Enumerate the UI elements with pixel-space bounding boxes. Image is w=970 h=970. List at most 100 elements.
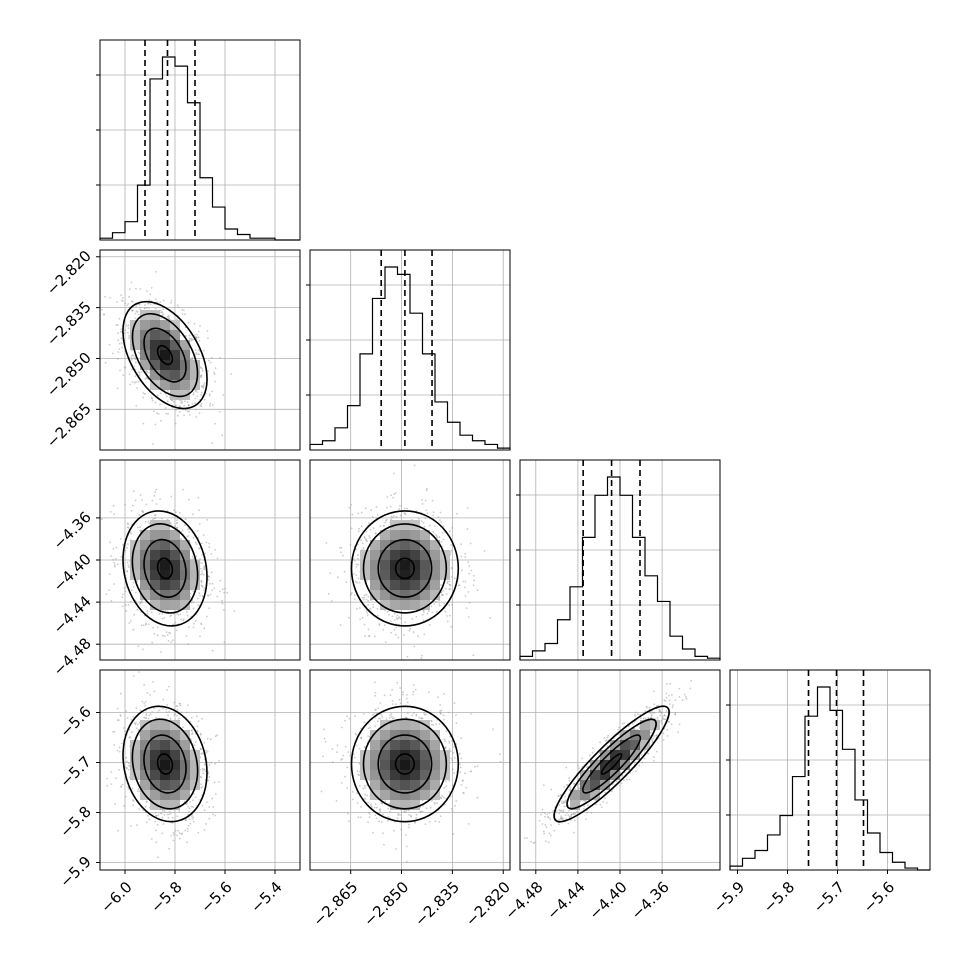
scatter-point (349, 594, 352, 596)
scatter-point (386, 496, 389, 498)
contour-level (362, 523, 448, 614)
panel-frame (99, 39, 301, 241)
scatter-point (204, 552, 207, 555)
scatter-point (132, 354, 135, 357)
scatter-point (218, 760, 220, 762)
scatter-point (343, 570, 346, 573)
scatter-point (200, 374, 203, 377)
scatter-point (161, 314, 164, 316)
scatter-point (145, 622, 147, 625)
scatter-point (150, 838, 153, 840)
scatter-point (159, 301, 162, 303)
density-cell (390, 550, 400, 560)
scatter-point (182, 618, 185, 621)
scatter-point (199, 325, 202, 327)
scatter-point (143, 393, 146, 395)
scatter-point (186, 830, 189, 832)
scatter-point (464, 586, 466, 589)
scatter-point (216, 595, 219, 598)
density-cell (160, 320, 170, 330)
density-cell (420, 560, 430, 570)
scatter-point (161, 810, 164, 812)
scatter-point (193, 744, 196, 746)
scatter-point (194, 397, 197, 400)
scatter-point (358, 762, 361, 765)
scatter-point (360, 525, 363, 528)
scatter-point (348, 717, 351, 720)
scatter-point (195, 555, 198, 557)
scatter-point (192, 392, 195, 394)
contour-level (122, 705, 208, 823)
scatter-point (127, 762, 130, 765)
density-cell (380, 590, 390, 600)
scatter-point (206, 750, 209, 753)
scatter-point (162, 634, 164, 637)
density-cell (130, 740, 140, 750)
scatter-point (201, 585, 204, 588)
scatter-point (186, 410, 189, 413)
scatter-point (130, 356, 133, 358)
density-cell (170, 600, 180, 610)
histogram-panel-0 (96, 39, 301, 241)
scatter-point (365, 530, 368, 533)
scatter-point (210, 761, 213, 764)
density-cell (160, 580, 170, 590)
scatter-point (156, 626, 159, 629)
density-cell (180, 760, 190, 770)
scatter-point (157, 814, 160, 817)
density-cell (150, 310, 160, 320)
scatter-point (155, 716, 157, 719)
scatter-point (100, 518, 103, 521)
scatter-point (420, 520, 423, 522)
scatter-point (363, 535, 366, 538)
scatter-point (112, 558, 114, 561)
scatter-point (214, 380, 217, 383)
density-cell (180, 790, 190, 800)
scatter-point (121, 346, 124, 349)
scatter-point (406, 507, 408, 510)
scatter-point (191, 818, 194, 820)
scatter-point (117, 351, 120, 353)
density-cell (140, 360, 150, 370)
scatter-point (136, 580, 139, 582)
scatter-point (117, 829, 119, 832)
scatter-point (345, 581, 348, 584)
panel-frame (729, 669, 931, 871)
scatter-point (168, 685, 170, 688)
density-cell (390, 530, 400, 540)
scatter-point (357, 543, 359, 546)
scatter-point (140, 600, 143, 602)
density-cell (420, 600, 430, 610)
density-cell (190, 360, 200, 370)
scatter-point (139, 494, 142, 496)
scatter-point (132, 628, 135, 631)
density-cell (180, 340, 190, 350)
scatter-point (153, 517, 155, 520)
scatter-point (130, 589, 133, 592)
scatter-point (134, 358, 137, 361)
scatter-point (116, 749, 119, 752)
scatter-point (382, 629, 385, 631)
density-cell (130, 550, 140, 560)
scatter-point (135, 405, 138, 407)
scatter-point (361, 617, 364, 619)
scatter-point (137, 729, 140, 731)
density-cell (410, 570, 420, 580)
histogram-step (729, 686, 930, 871)
density-cell (430, 540, 440, 550)
scatter-point (340, 551, 342, 554)
scatter-point (194, 336, 197, 338)
scatter-point (128, 736, 131, 739)
scatter-point (207, 578, 210, 581)
scatter-panel-1-0 (96, 249, 301, 451)
scatter-point (353, 559, 356, 562)
scatter-point (113, 744, 116, 746)
scatter-point (169, 812, 172, 815)
scatter-point (211, 390, 214, 393)
scatter-point (122, 374, 125, 377)
density-cell (400, 580, 410, 590)
scatter-point (162, 308, 165, 311)
density-cell (150, 720, 160, 730)
scatter-point (203, 741, 206, 744)
scatter-point (109, 541, 111, 544)
